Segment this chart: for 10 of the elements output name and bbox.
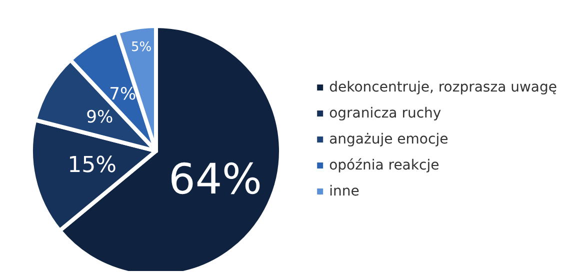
data-label: 5% <box>130 40 152 55</box>
legend-label: inne <box>329 184 360 200</box>
legend-label: ogranicza ruchy <box>329 106 442 122</box>
data-label: 7% <box>109 84 136 105</box>
legend-label: dekoncentruje, rozprasza uwagę <box>329 80 558 96</box>
data-label: 9% <box>86 108 114 128</box>
legend-label: opóźnia reakcje <box>329 158 440 174</box>
data-label: 15% <box>68 152 117 178</box>
data-label: 64% <box>168 154 262 204</box>
legend-label: angażuje emocje <box>329 132 448 148</box>
